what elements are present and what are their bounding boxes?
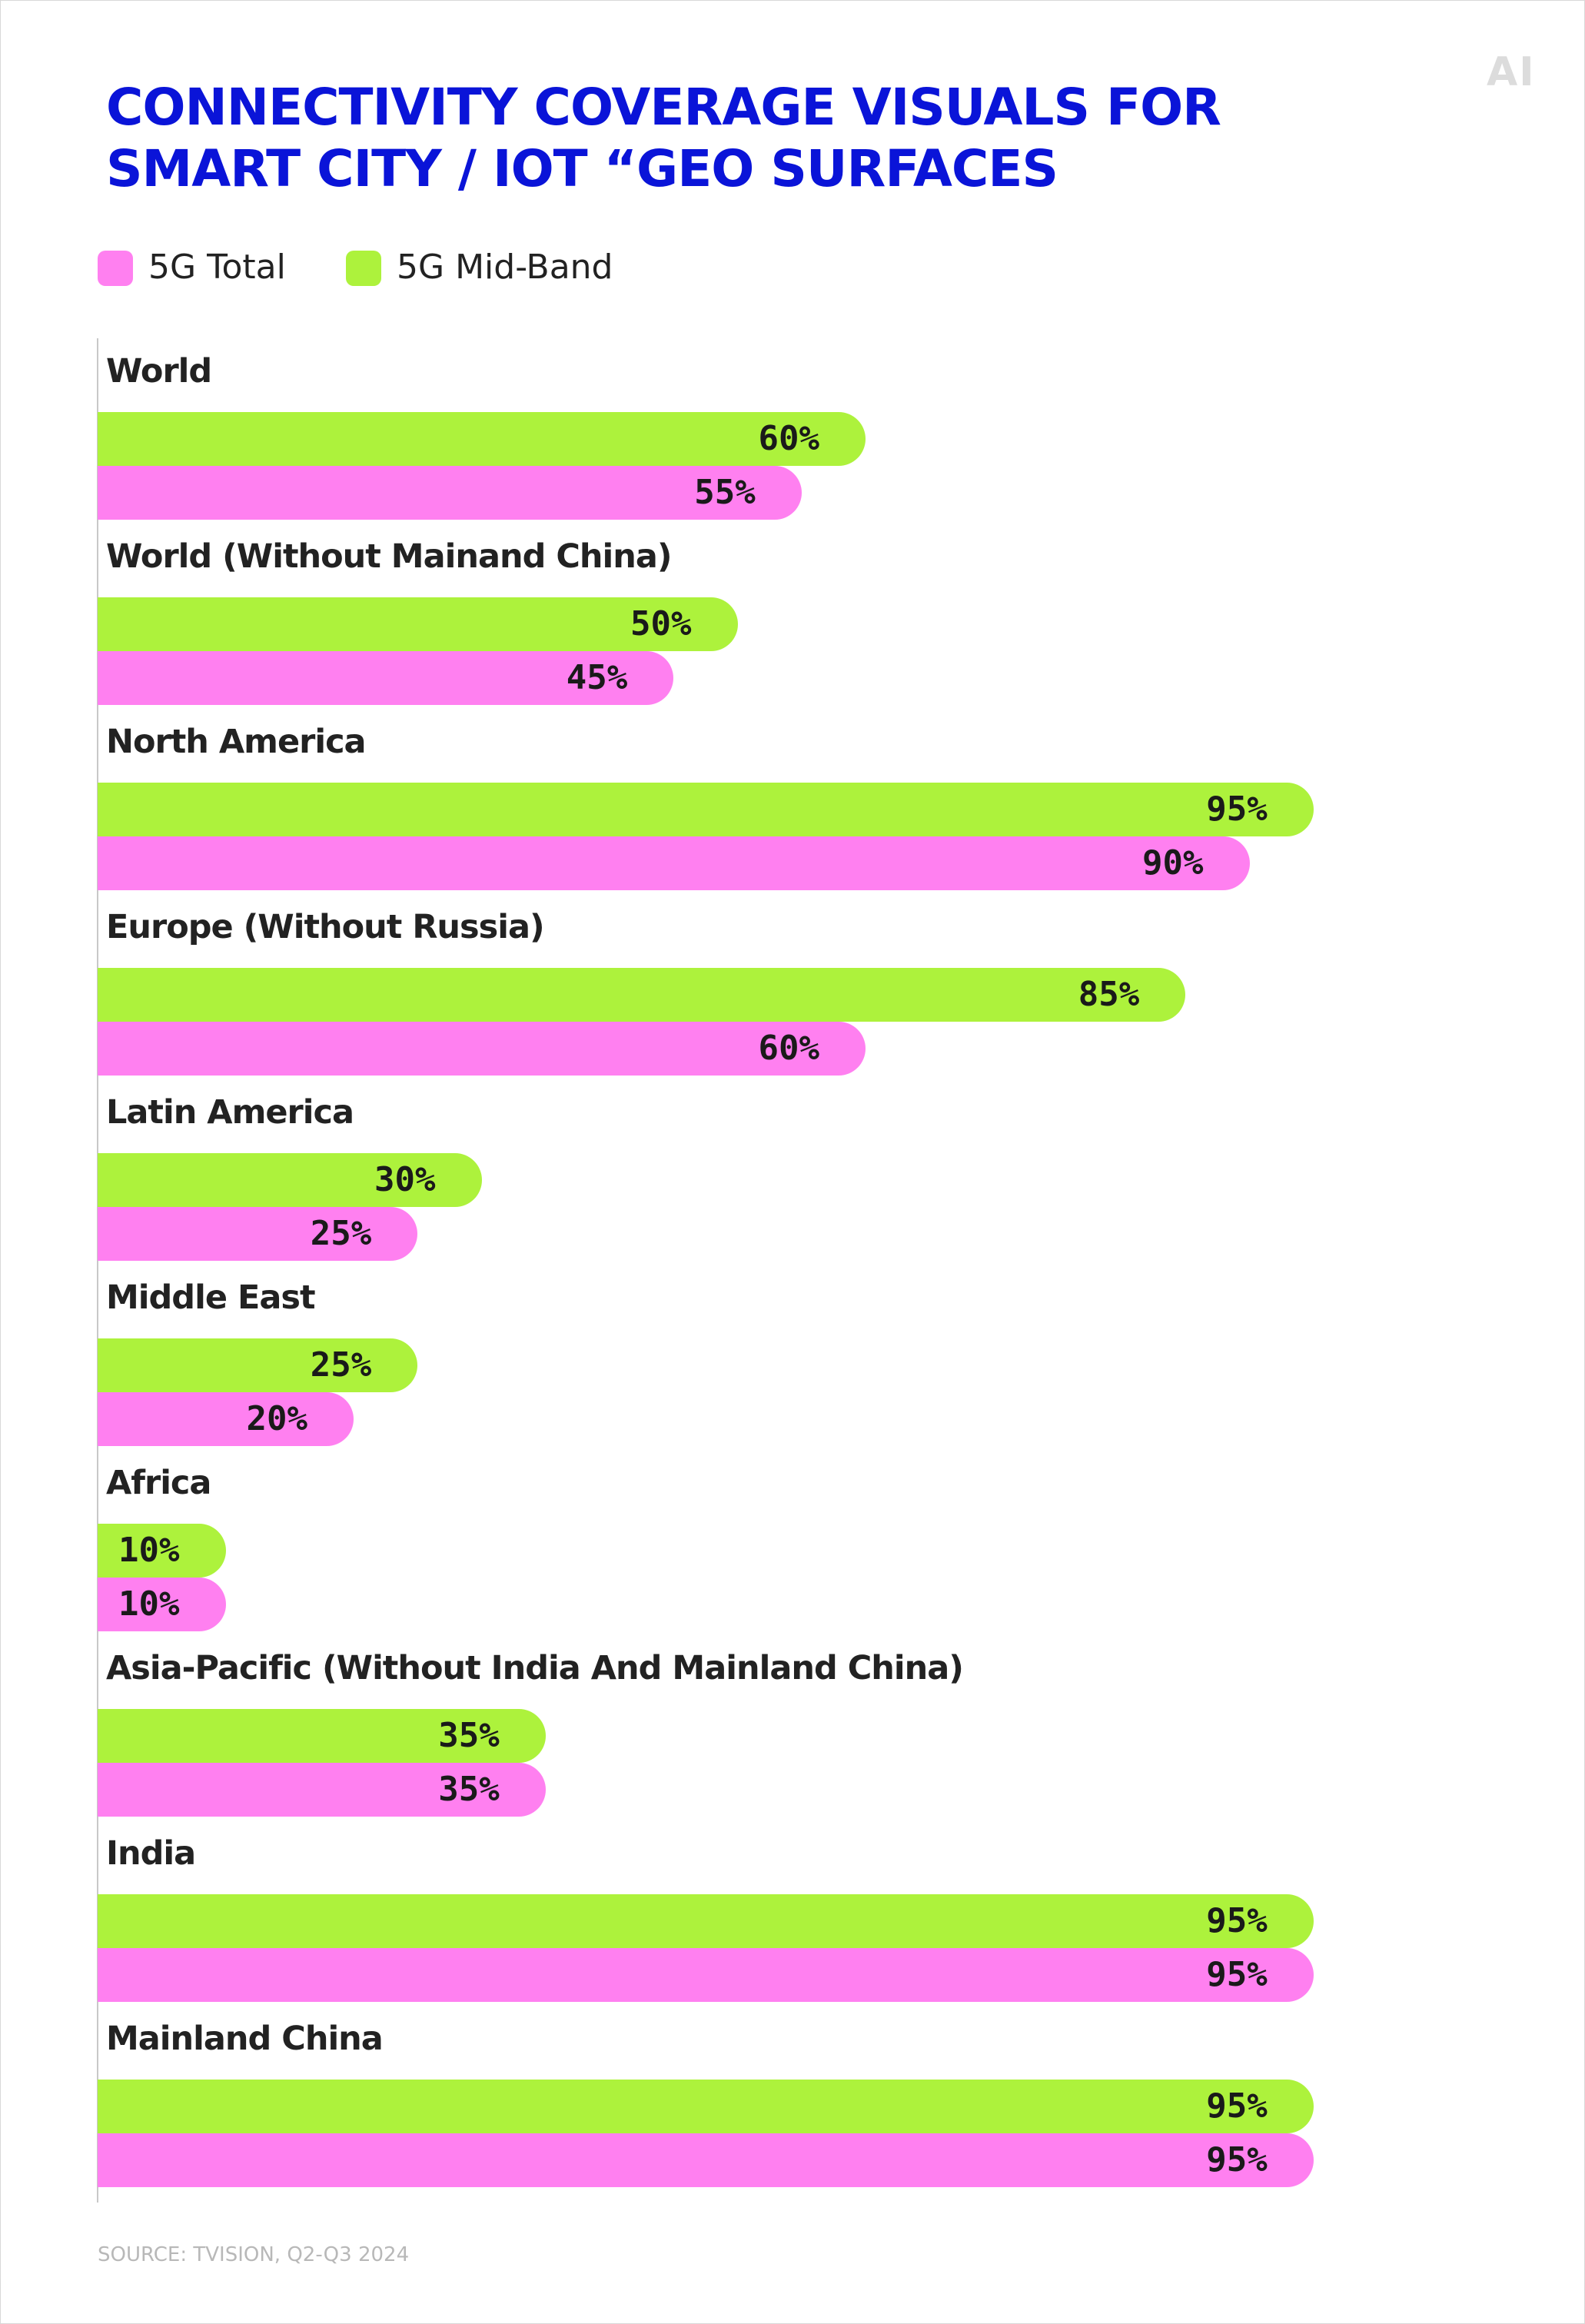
category-label-europe-without-russia: Europe (Without Russia) <box>106 908 545 946</box>
bar-mid-band-asia-pacific-without-india-and-mainland-china <box>98 1709 546 1763</box>
value-label-total-middle-east: 20% <box>246 1399 307 1438</box>
value-label-total-africa: 10% <box>118 1584 180 1624</box>
bar-total-europe-without-russia <box>98 1022 866 1076</box>
value-label-mid-band-india: 95% <box>1206 1901 1268 1940</box>
bar-mid-band-world-without-mainand-china <box>98 597 738 651</box>
category-label-india: India <box>106 1834 196 1873</box>
bar-total-mainland-china <box>98 2133 1314 2187</box>
bar-mid-band-india <box>98 1894 1314 1948</box>
value-label-mid-band-africa: 10% <box>118 1531 180 1570</box>
category-label-africa: Africa <box>106 1464 211 1502</box>
category-label-north-america: North America <box>106 723 367 761</box>
chart-title-line-1: CONNECTIVITY COVERAGE VISUALS FOR <box>106 78 1221 137</box>
category-label-world: World <box>106 352 212 391</box>
source-note: SOURCE: TVISION, Q2-Q3 2024 <box>98 2243 410 2266</box>
value-label-total-north-america: 90% <box>1142 843 1204 883</box>
value-label-total-asia-pacific-without-india-and-mainland-china: 35% <box>438 1770 500 1809</box>
legend-label-5g-total: 5G Total <box>148 248 286 287</box>
legend-swatch-5g-total <box>98 251 133 286</box>
value-label-mid-band-latin-america: 30% <box>374 1160 436 1199</box>
bar-mid-band-mainland-china <box>98 2080 1314 2133</box>
chart-title-line-2: SMART CITY / IOT “GEO SURFACES <box>106 139 1058 198</box>
bar-mid-band-europe-without-russia <box>98 968 1186 1022</box>
bar-mid-band-africa <box>98 1524 226 1578</box>
value-label-mid-band-world: 60% <box>758 419 819 458</box>
bar-mid-band-world <box>98 412 866 466</box>
brand-logo: AI <box>1487 49 1536 95</box>
bar-mid-band-middle-east <box>98 1338 418 1392</box>
category-label-mainland-china: Mainland China <box>106 2020 384 2058</box>
legend-swatch-5g-mid-band <box>346 251 381 286</box>
bar-total-india <box>98 1948 1314 2002</box>
bar-total-africa <box>98 1578 226 1631</box>
bar-total-world-without-mainand-china <box>98 651 674 705</box>
value-label-total-latin-america: 25% <box>310 1214 372 1253</box>
bar-total-asia-pacific-without-india-and-mainland-china <box>98 1763 546 1817</box>
bar-mid-band-latin-america <box>98 1153 482 1207</box>
value-label-total-world: 55% <box>694 473 756 512</box>
value-label-total-world-without-mainand-china: 45% <box>566 658 628 697</box>
chart-title: CONNECTIVITY COVERAGE VISUALS FOR SMART … <box>106 77 1259 200</box>
bar-total-latin-america <box>98 1207 418 1261</box>
value-label-mid-band-asia-pacific-without-india-and-mainland-china: 35% <box>438 1716 500 1755</box>
bar-total-north-america <box>98 836 1250 890</box>
category-label-asia-pacific-without-india-and-mainland-china: Asia-Pacific (Without India And Mainland… <box>106 1649 964 1687</box>
y-axis-line <box>97 338 98 2203</box>
legend-label-5g-mid-band: 5G Mid-Band <box>397 248 613 287</box>
value-label-mid-band-north-america: 95% <box>1206 790 1268 829</box>
category-label-middle-east: Middle East <box>106 1278 316 1317</box>
category-label-latin-america: Latin America <box>106 1093 354 1132</box>
value-label-total-india: 95% <box>1206 1955 1268 1994</box>
value-label-total-europe-without-russia: 60% <box>758 1029 819 1068</box>
value-label-mid-band-middle-east: 25% <box>310 1345 372 1385</box>
value-label-mid-band-world-without-mainand-china: 50% <box>630 604 692 643</box>
bar-total-world <box>98 466 802 520</box>
value-label-mid-band-europe-without-russia: 85% <box>1078 975 1140 1014</box>
bar-total-middle-east <box>98 1392 354 1446</box>
bar-mid-band-north-america <box>98 783 1314 836</box>
value-label-mid-band-mainland-china: 95% <box>1206 2086 1268 2126</box>
value-label-total-mainland-china: 95% <box>1206 2140 1268 2179</box>
category-label-world-without-mainand-china: World (Without Mainand China) <box>106 537 673 576</box>
